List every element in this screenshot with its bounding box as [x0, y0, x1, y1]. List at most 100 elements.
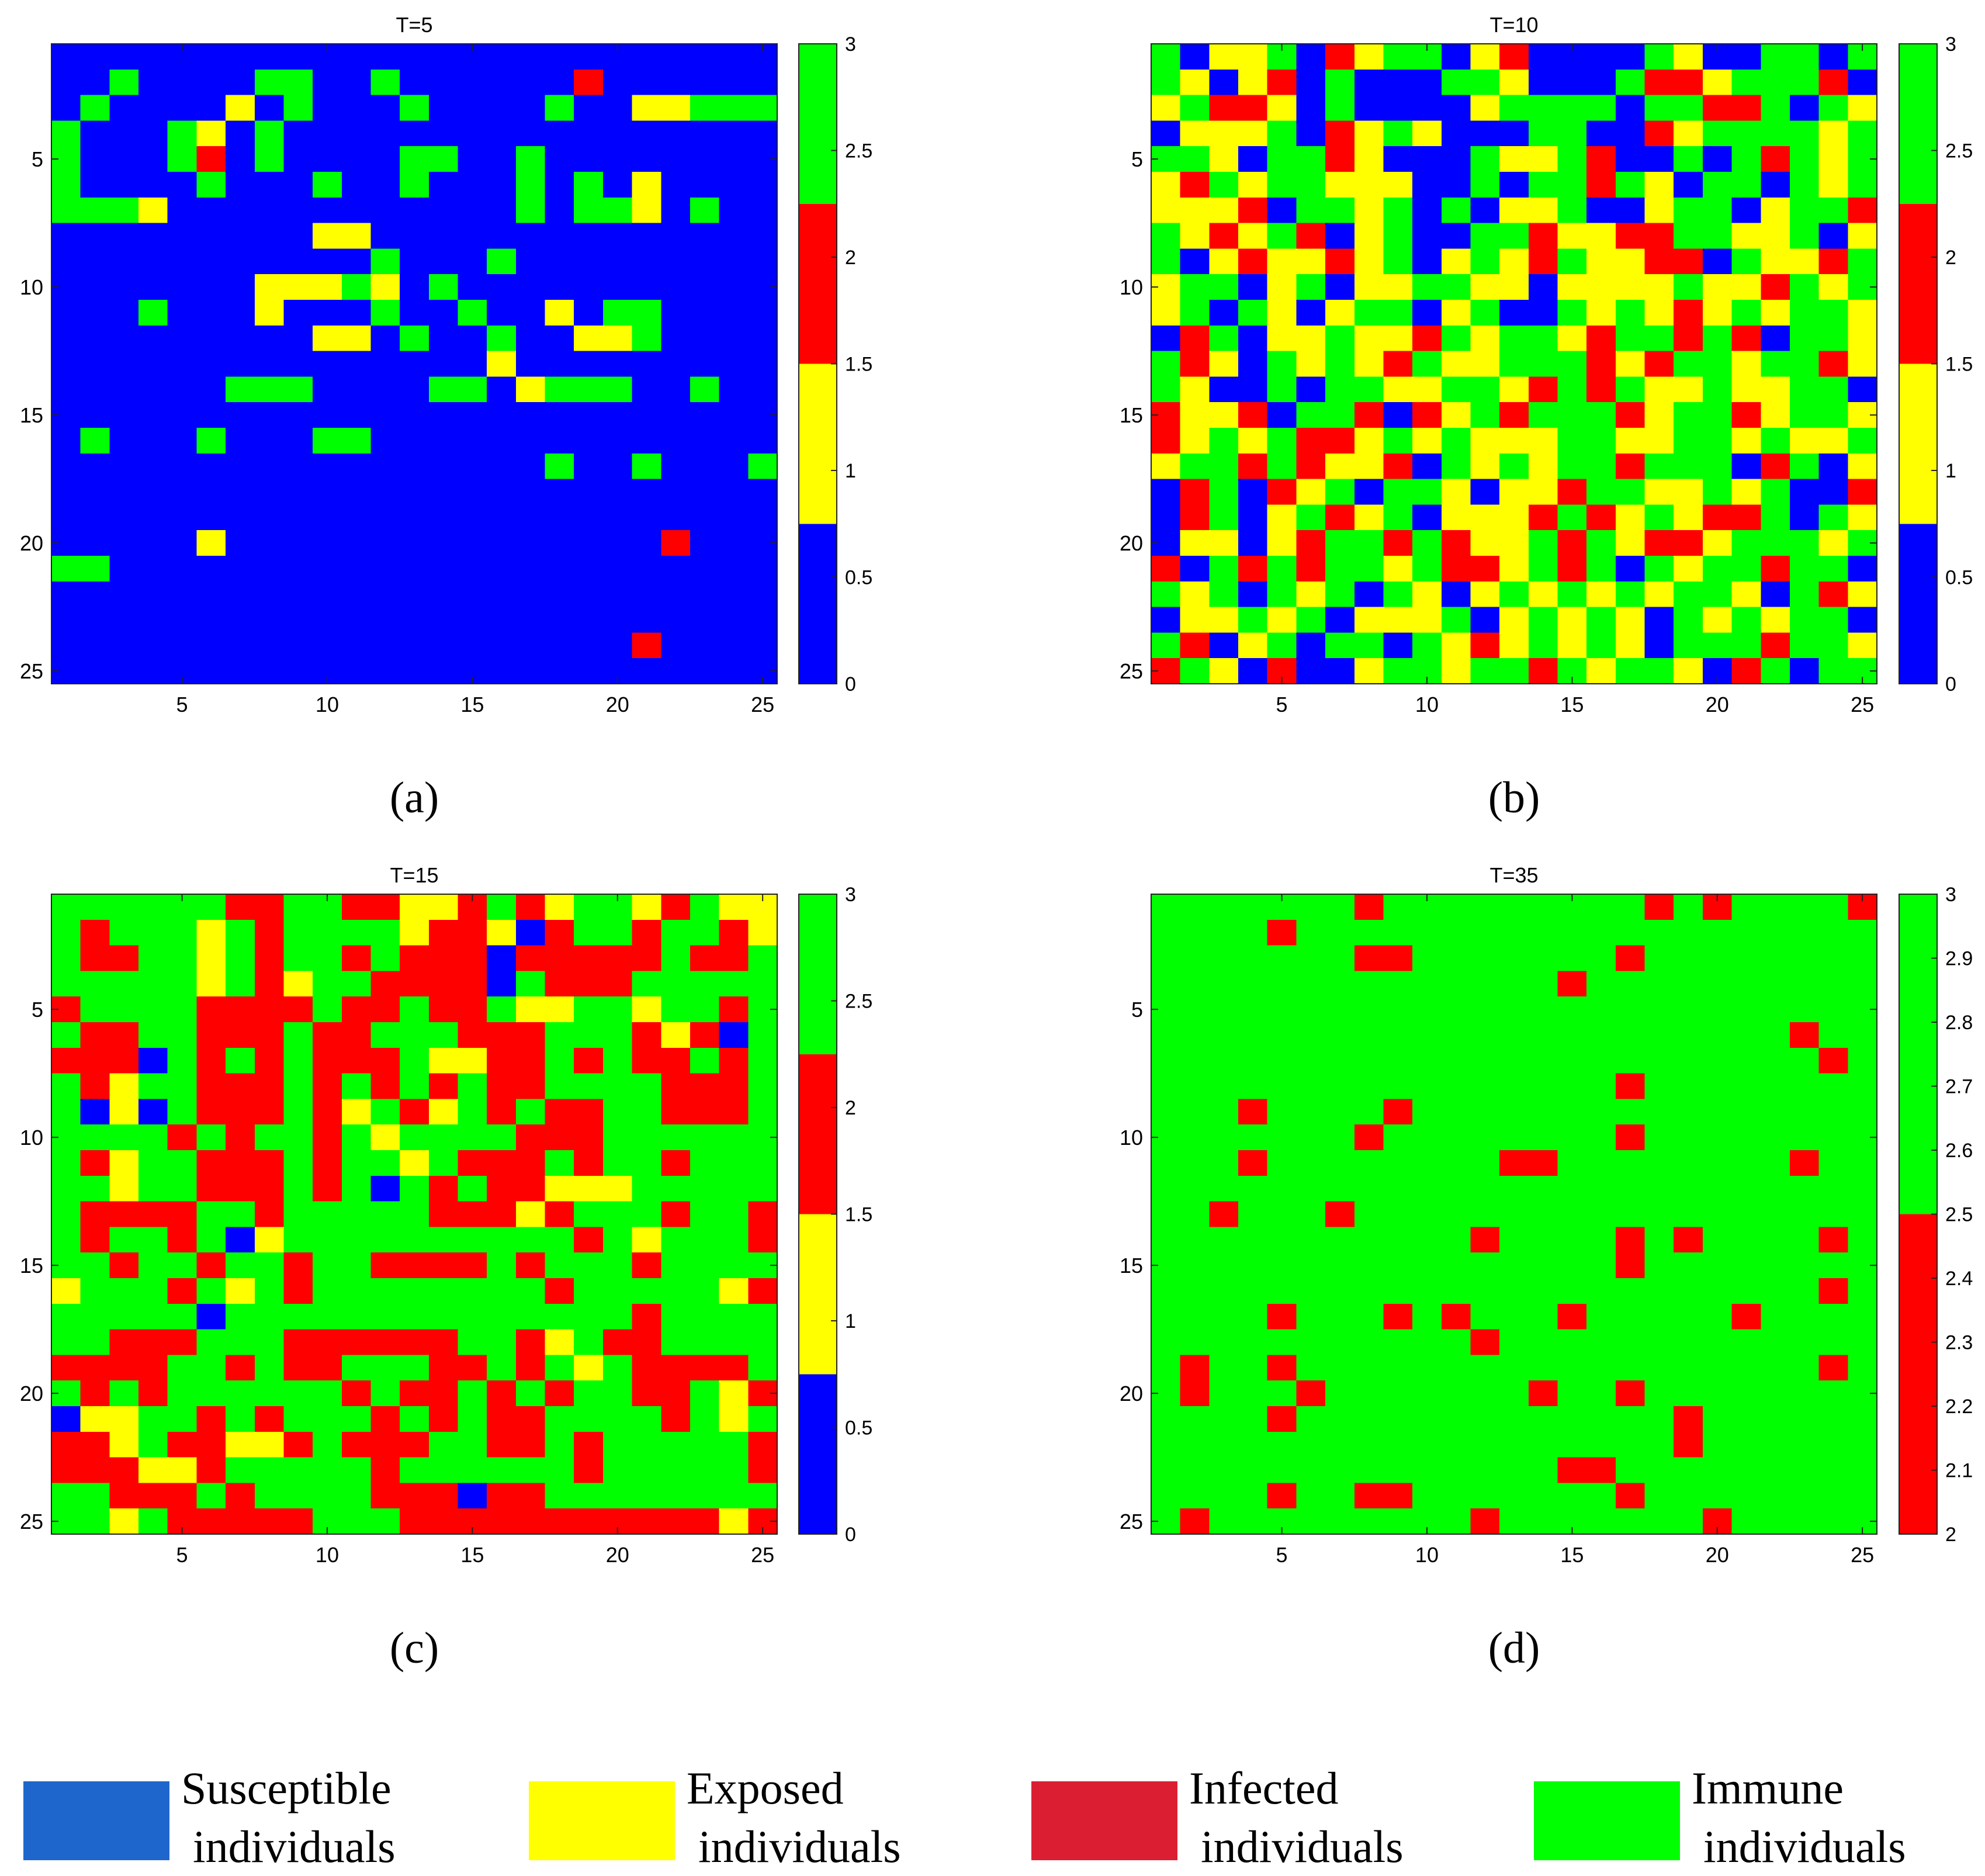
heatmap-cell: [313, 428, 342, 454]
heatmap-cell: [1557, 1252, 1587, 1279]
heatmap-cell: [661, 581, 691, 608]
heatmap-cell: [1731, 1380, 1761, 1407]
heatmap-cell: [1412, 197, 1442, 224]
heatmap-cell: [1180, 1150, 1210, 1176]
heatmap-cell: [1674, 1099, 1703, 1125]
heatmap-cell: [690, 504, 720, 531]
heatmap-cell: [167, 351, 197, 377]
heatmap-cell: [1441, 1201, 1471, 1227]
heatmap-cell: [487, 530, 517, 556]
heatmap-cell: [1267, 1150, 1297, 1176]
heatmap-cell: [1615, 69, 1645, 96]
heatmap-cell: [226, 530, 255, 556]
heatmap-cell: [226, 971, 255, 997]
heatmap-cell: [1818, 996, 1848, 1023]
heatmap-cell: [1848, 1431, 1877, 1458]
heatmap-cell: [1180, 248, 1210, 275]
heatmap-cell: [283, 919, 313, 946]
heatmap-cell: [196, 248, 226, 275]
heatmap-cell: [719, 274, 749, 300]
heatmap-cell: [574, 1201, 604, 1227]
heatmap-cell: [1151, 1483, 1181, 1509]
heatmap-cell: [1702, 1252, 1733, 1279]
heatmap-cell: [1180, 556, 1210, 582]
heatmap-cell: [1296, 172, 1326, 198]
heatmap-cell: [254, 1047, 285, 1074]
heatmap-cell: [602, 1073, 633, 1099]
heatmap-cell: [109, 1483, 139, 1509]
heatmap-cell: [1354, 581, 1384, 608]
heatmap-cell: [1557, 146, 1587, 172]
heatmap-cell: [1470, 1431, 1500, 1458]
heatmap-cell: [1731, 146, 1761, 172]
heatmap-cell: [283, 1508, 313, 1535]
heatmap-cell: [1151, 1047, 1181, 1074]
heatmap-cell: [1209, 223, 1239, 249]
heatmap-cell: [283, 1457, 313, 1483]
heatmap-cell: [226, 894, 255, 920]
heatmap-cell: [370, 146, 400, 172]
heatmap-cell: [400, 376, 429, 403]
heatmap-cell: [313, 1201, 342, 1227]
heatmap-cell: [719, 556, 749, 582]
heatmap-cell: [1761, 556, 1790, 582]
heatmap-cell: [254, 1022, 285, 1048]
legend: Susceptible individuals Exposed individu…: [0, 1724, 1985, 1872]
heatmap-cell: [283, 1329, 313, 1355]
heatmap-cell: [254, 556, 285, 582]
heatmap-cell: [428, 351, 459, 377]
heatmap-cell: [196, 69, 226, 96]
y-tick-label: 10: [20, 1126, 43, 1150]
heatmap-cell: [1325, 1483, 1355, 1509]
heatmap-cell: [1557, 945, 1587, 971]
heatmap-cell: [428, 95, 459, 121]
heatmap-cell: [1848, 1457, 1877, 1483]
panel-label: (b): [1488, 773, 1540, 822]
heatmap-cell: [1296, 1124, 1326, 1151]
heatmap-cell: [1296, 1329, 1326, 1355]
heatmap-cell: [1354, 1355, 1384, 1381]
heatmap-cell: [313, 146, 342, 172]
heatmap-cell: [1818, 530, 1848, 556]
heatmap-cell: [545, 325, 574, 352]
heatmap-cell: [1557, 1124, 1587, 1151]
heatmap-cell: [1441, 376, 1471, 403]
heatmap-cell: [1441, 1278, 1471, 1304]
heatmap-cell: [1325, 428, 1355, 454]
legend-label-line2: individuals: [698, 1821, 901, 1872]
heatmap-cell: [1702, 1329, 1733, 1355]
heatmap-cell: [1499, 1227, 1529, 1253]
heatmap-cell: [428, 1073, 459, 1099]
heatmap-cell: [1818, 1201, 1848, 1227]
heatmap-cell: [602, 95, 633, 121]
heatmap-cell: [283, 172, 313, 198]
heatmap-cell: [1238, 351, 1268, 377]
heatmap-cell: [1644, 1431, 1674, 1458]
heatmap-cell: [138, 1252, 168, 1279]
heatmap-cell: [428, 1483, 459, 1509]
colorbar-band: [799, 524, 837, 684]
heatmap-cell: [1818, 1252, 1848, 1279]
heatmap-cell: [341, 300, 372, 326]
heatmap-cell: [51, 453, 81, 480]
heatmap-cell: [1644, 69, 1674, 96]
heatmap-cell: [1528, 274, 1558, 300]
heatmap-cell: [515, 894, 546, 920]
heatmap-cell: [602, 351, 633, 377]
heatmap-cell: [690, 1431, 720, 1458]
heatmap-cell: [400, 1431, 429, 1458]
heatmap-cell: [400, 607, 429, 633]
heatmap-cell: [1528, 223, 1558, 249]
heatmap-cell: [1702, 223, 1733, 249]
heatmap-cell: [283, 274, 313, 300]
heatmap-cell: [748, 248, 778, 275]
heatmap-cell: [602, 1150, 633, 1176]
heatmap-cell: [167, 1278, 197, 1304]
heatmap-cell: [1586, 1047, 1616, 1074]
heatmap-cell: [719, 1355, 749, 1381]
heatmap-cell: [196, 376, 226, 403]
heatmap-cell: [1761, 1047, 1790, 1074]
heatmap-cell: [313, 1073, 342, 1099]
heatmap-cell: [748, 325, 778, 352]
legend-label-line2: individuals: [193, 1821, 396, 1872]
